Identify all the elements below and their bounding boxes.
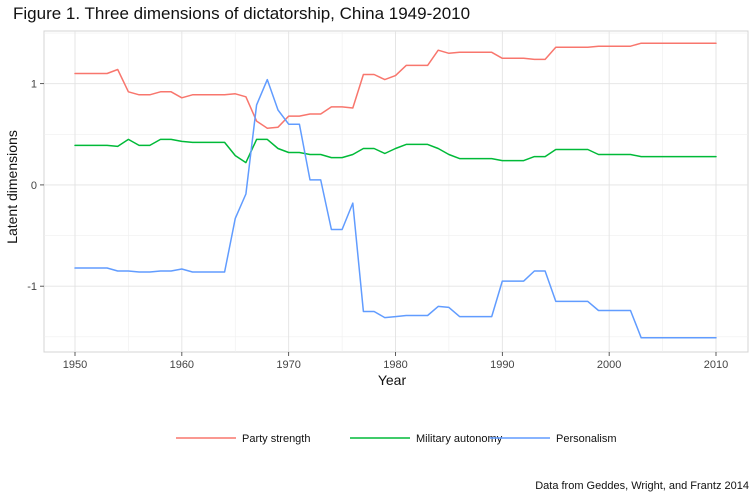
legend: Party strength Military autonomy Personali… <box>176 433 617 445</box>
major-gridlines <box>44 31 748 352</box>
legend-label-military-autonomy: Military autonomy <box>416 433 503 445</box>
legend-label-personalism: Personalism <box>556 433 617 445</box>
series-lines <box>74 42 717 339</box>
y-tick-label--1: -1 <box>27 281 37 293</box>
x-tick-label-1970: 1970 <box>276 359 300 371</box>
plot-border <box>43 30 749 353</box>
plot-panel <box>43 30 749 353</box>
y-axis-title: Latent dimensions <box>4 130 20 244</box>
caption: Data from Geddes, Wright, and Frantz 201… <box>535 480 749 492</box>
y-axis-ticks: 1 0 -1 <box>27 79 44 293</box>
series-line-personalism <box>74 78 717 339</box>
series-line-party-strength <box>74 42 717 129</box>
x-tick-label-1960: 1960 <box>170 359 194 371</box>
x-tick-label-1980: 1980 <box>383 359 407 371</box>
chart-title: Figure 1. Three dimensions of dictatorsh… <box>13 4 470 23</box>
x-axis-ticks: 1950 1960 1970 1980 1990 2000 2010 <box>63 352 728 371</box>
minor-gridlines <box>44 31 748 352</box>
x-axis-title: Year <box>378 372 407 388</box>
x-tick-label-2010: 2010 <box>704 359 728 371</box>
x-tick-label-1990: 1990 <box>490 359 514 371</box>
y-tick-label-0: 0 <box>31 180 37 192</box>
legend-label-party-strength: Party strength <box>242 433 310 445</box>
series-line-military-autonomy <box>74 138 717 164</box>
y-tick-label-1: 1 <box>31 79 37 91</box>
x-tick-label-2000: 2000 <box>597 359 621 371</box>
x-tick-label-1950: 1950 <box>63 359 87 371</box>
